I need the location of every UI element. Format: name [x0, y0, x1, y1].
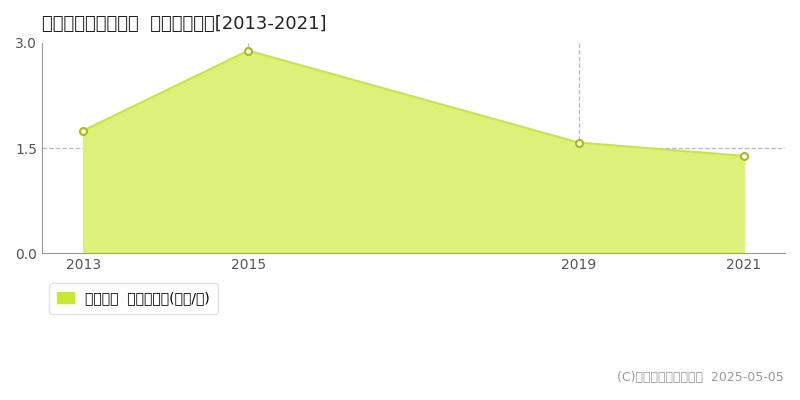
- Text: 下閑伊郡岩泉町中島  土地価格推移[2013-2021]: 下閑伊郡岩泉町中島 土地価格推移[2013-2021]: [42, 15, 326, 33]
- Legend: 土地価格  平均嵪単価(万円/嵪): 土地価格 平均嵪単価(万円/嵪): [49, 283, 218, 314]
- Text: (C)土地価格ドットコム  2025-05-05: (C)土地価格ドットコム 2025-05-05: [618, 371, 784, 384]
